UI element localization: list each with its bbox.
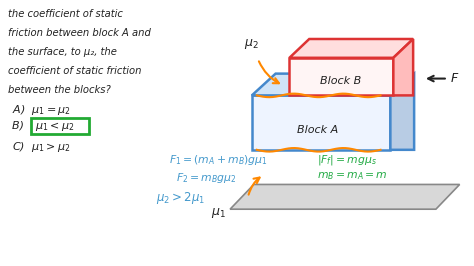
Text: friction between block A and: friction between block A and: [9, 28, 151, 38]
Polygon shape: [230, 184, 460, 209]
Text: between the blocks?: between the blocks?: [9, 85, 111, 94]
Polygon shape: [393, 39, 413, 95]
Text: Block B: Block B: [320, 76, 362, 86]
Bar: [252, 95, 391, 150]
Text: coefficient of static friction: coefficient of static friction: [9, 66, 142, 76]
Text: the coefficient of static: the coefficient of static: [9, 9, 123, 19]
Text: the surface, to μ₂, the: the surface, to μ₂, the: [9, 47, 117, 57]
Text: F: F: [451, 72, 458, 85]
Text: C)  $\mu_1 > \mu_2$: C) $\mu_1 > \mu_2$: [12, 140, 71, 154]
Text: A)  $\mu_1 = \mu_2$: A) $\mu_1 = \mu_2$: [12, 103, 71, 117]
Text: $\mu_1$: $\mu_1$: [211, 206, 226, 220]
Text: B): B): [12, 120, 28, 130]
Text: $\mu_2 > 2\mu_1$: $\mu_2 > 2\mu_1$: [156, 190, 205, 206]
Text: $F_2 = m_Bg\mu_2$: $F_2 = m_Bg\mu_2$: [176, 171, 237, 185]
Text: $\mu_2$: $\mu_2$: [244, 37, 259, 51]
Text: Block A: Block A: [297, 125, 338, 135]
Bar: [290, 58, 393, 95]
Text: $m_B = m_A = m$: $m_B = m_A = m$: [317, 171, 388, 182]
Polygon shape: [252, 74, 414, 95]
Text: $|F_f| = mg\mu_s$: $|F_f| = mg\mu_s$: [317, 153, 377, 167]
Polygon shape: [290, 39, 413, 58]
Text: $F_1 = (m_A+m_B)g\mu_1$: $F_1 = (m_A+m_B)g\mu_1$: [169, 153, 267, 167]
Bar: [31, 118, 89, 134]
Text: $\mu_1 < \mu_2$: $\mu_1 < \mu_2$: [35, 120, 74, 133]
Polygon shape: [391, 74, 414, 150]
